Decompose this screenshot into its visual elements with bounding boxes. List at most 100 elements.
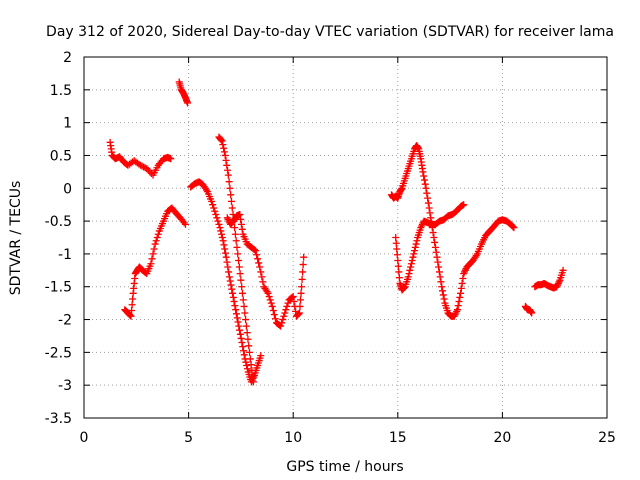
data-point <box>435 263 443 271</box>
x-tick-label: 20 <box>493 430 511 446</box>
y-tick-label: -1 <box>58 247 72 263</box>
data-point <box>235 263 243 271</box>
data-point <box>404 273 412 281</box>
data-point <box>439 287 447 295</box>
data-point <box>232 310 240 318</box>
plot-frame <box>83 56 608 419</box>
data-point <box>424 199 432 207</box>
y-tick-label: -0.5 <box>45 214 72 230</box>
data-point <box>282 306 290 314</box>
data-point <box>229 293 237 301</box>
data-point <box>202 186 210 194</box>
data-point <box>431 238 439 246</box>
data-point <box>236 330 244 338</box>
data-point <box>419 168 427 176</box>
data-point <box>454 302 462 310</box>
data-point <box>242 316 250 324</box>
data-point <box>410 250 418 258</box>
data-point <box>405 270 413 278</box>
data-point <box>126 311 134 319</box>
data-point <box>222 253 230 261</box>
x-tick-label: 25 <box>598 430 616 446</box>
data-point <box>258 273 266 281</box>
data-point <box>238 289 246 297</box>
data-point <box>226 277 234 285</box>
data-point <box>265 293 273 301</box>
data-point <box>277 322 285 330</box>
data-point <box>221 151 229 159</box>
data-point <box>246 348 254 356</box>
data-point <box>427 214 435 222</box>
data-point <box>220 241 228 249</box>
data-point <box>224 215 232 223</box>
data-point <box>245 342 253 350</box>
data-point <box>224 171 232 179</box>
data-point <box>232 237 240 245</box>
data-point <box>453 307 461 315</box>
data-point <box>153 234 161 241</box>
data-point <box>451 311 459 319</box>
data-point <box>217 136 225 144</box>
data-point <box>148 255 156 263</box>
data-point <box>180 219 188 227</box>
y-tick-label: -3 <box>58 378 72 394</box>
data-point <box>213 214 221 222</box>
data-point <box>459 275 467 283</box>
data-point <box>559 266 567 274</box>
data-point <box>289 293 297 301</box>
y-tick-label: 0.5 <box>50 148 72 164</box>
data-point <box>436 273 444 281</box>
data-point <box>255 259 263 267</box>
data-point <box>407 260 415 268</box>
data-point <box>215 220 223 228</box>
data-point <box>457 289 465 297</box>
data-point <box>438 283 446 291</box>
data-point <box>240 302 248 310</box>
data-point <box>284 299 292 307</box>
data-point <box>225 178 233 186</box>
data-point <box>231 224 239 232</box>
data-point <box>209 201 217 209</box>
data-point <box>233 243 241 251</box>
data-point <box>457 284 465 292</box>
data-point <box>267 299 275 307</box>
data-point <box>508 222 516 230</box>
data-point <box>234 318 242 326</box>
data-point <box>281 309 289 317</box>
data-point <box>143 165 151 173</box>
data-point <box>154 230 162 238</box>
data-point <box>227 197 235 205</box>
data-point <box>220 144 228 152</box>
data-point <box>144 166 152 174</box>
data-point <box>217 227 225 235</box>
data-point <box>257 352 265 360</box>
data-point <box>406 266 414 274</box>
data-point <box>238 225 246 233</box>
data-point <box>264 289 272 297</box>
data-point <box>167 155 175 163</box>
data-point <box>450 312 458 320</box>
data-point <box>237 220 245 228</box>
data-point <box>411 247 419 255</box>
y-tick-label: 1 <box>63 116 72 132</box>
data-point <box>233 314 241 322</box>
data-point <box>509 223 517 231</box>
chart-title: Day 312 of 2020, Sidereal Day-to-day VTE… <box>46 24 614 40</box>
data-point <box>400 284 408 292</box>
data-point <box>257 268 265 276</box>
data-point <box>239 343 247 351</box>
data-point <box>236 211 244 219</box>
data-point <box>147 260 155 268</box>
data-point <box>429 229 437 237</box>
data-point <box>220 148 228 156</box>
data-point <box>242 358 250 366</box>
data-point <box>417 224 425 232</box>
data-point <box>554 281 562 289</box>
data-point <box>259 278 267 286</box>
data-point <box>288 293 296 301</box>
data-point <box>420 176 428 184</box>
data-point <box>270 311 278 319</box>
data-point <box>237 334 245 342</box>
data-point <box>140 163 148 171</box>
data-point <box>237 276 245 284</box>
